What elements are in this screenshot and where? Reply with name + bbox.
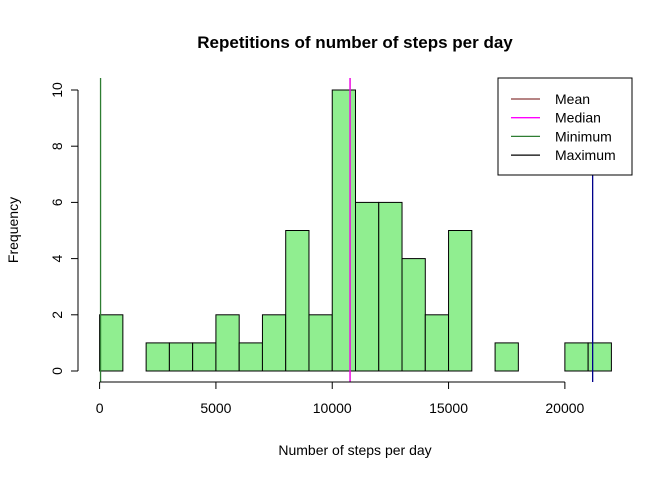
- x-tick-label: 15000: [429, 400, 468, 416]
- histogram-bar: [308, 314, 333, 372]
- y-axis: 0 2 4 6 8 10: [49, 82, 79, 375]
- legend-box: [497, 77, 633, 176]
- legend-label-maximum: Maximum: [555, 147, 616, 163]
- x-axis-label: Number of steps per day: [278, 442, 431, 458]
- histogram-bar: [331, 89, 356, 372]
- histogram-bar: [587, 342, 612, 372]
- histogram-bar: [192, 342, 217, 372]
- histogram-bar: [238, 342, 263, 372]
- y-tick-label: 10: [49, 82, 65, 98]
- x-tick-label: 5000: [200, 400, 231, 416]
- histogram-bar: [145, 342, 170, 372]
- y-tick-label: 0: [49, 367, 65, 375]
- histogram-bar: [378, 201, 403, 372]
- y-tick-label: 2: [49, 311, 65, 319]
- histogram-bar: [564, 342, 589, 372]
- histogram-bar: [448, 230, 473, 372]
- histogram-bar: [401, 258, 426, 372]
- histogram-bar: [261, 314, 287, 372]
- x-tick-label: 20000: [545, 400, 584, 416]
- y-tick-label: 8: [49, 142, 65, 150]
- x-tick-label: 0: [96, 400, 104, 416]
- legend: Mean Median Minimum Maximum: [497, 77, 633, 176]
- histogram-bar: [494, 342, 519, 372]
- histogram-bar: [355, 201, 380, 372]
- histogram-bar: [215, 314, 240, 372]
- histogram-bar: [285, 230, 310, 372]
- legend-label-median: Median: [555, 110, 601, 126]
- y-tick-label: 6: [49, 198, 65, 206]
- x-tick-label: 10000: [313, 400, 352, 416]
- y-axis-label: Frequency: [5, 197, 21, 263]
- y-tick-label: 4: [49, 254, 65, 262]
- legend-label-mean: Mean: [555, 91, 590, 107]
- histogram-bar: [168, 342, 194, 372]
- chart-title: Repetitions of number of steps per day: [197, 33, 513, 52]
- histogram-bar: [99, 314, 124, 372]
- histogram-bar: [424, 314, 450, 372]
- x-axis: 0 5000 10000 15000 20000: [96, 381, 585, 416]
- bars-group: [99, 89, 612, 372]
- legend-label-minimum: Minimum: [555, 128, 612, 144]
